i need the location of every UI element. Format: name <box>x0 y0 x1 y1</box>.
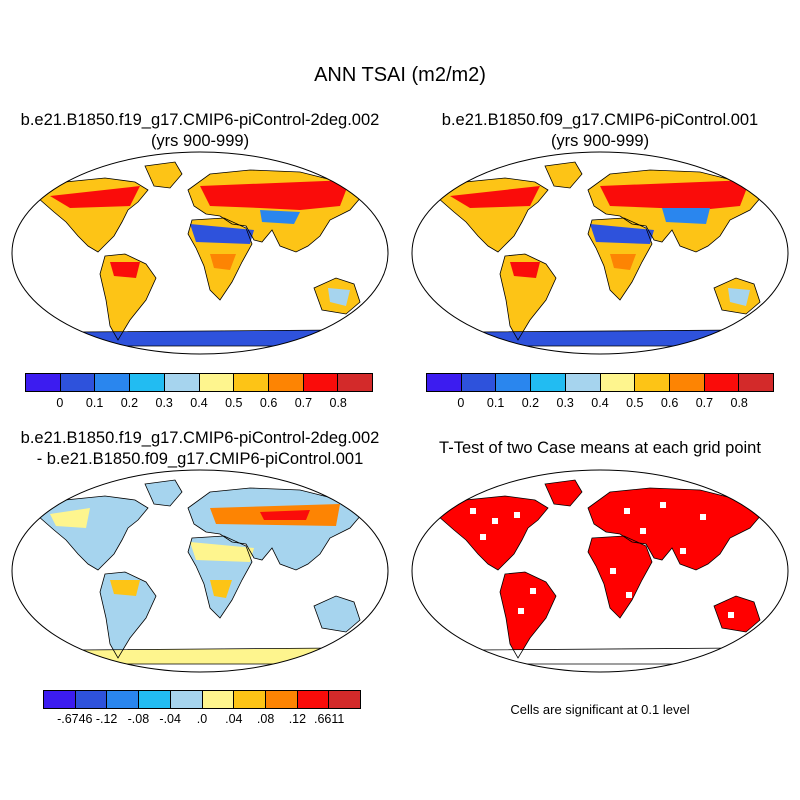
colorbar-box <box>268 374 304 391</box>
colorbar-label: 0.3 <box>155 396 173 410</box>
colorbar-box <box>139 691 171 708</box>
colorbar-box <box>461 374 497 391</box>
colorbar-box <box>739 374 774 391</box>
colorbar-panel1-labels: 0 0.1 0.2 0.3 0.4 0.5 0.6 0.7 0.8 <box>25 396 373 412</box>
colorbar-panel3-labels: -.6746 -.12 -.08 -.04 .0 .04 .08 .12 .6611 <box>43 712 361 728</box>
colorbar-label: 0.6 <box>660 396 679 410</box>
colorbar-label: -.6746 <box>57 712 93 726</box>
colorbar-box <box>531 374 566 391</box>
colorbar-box <box>202 691 235 708</box>
colorbar-box <box>199 374 235 391</box>
panel2-title: b.e21.B1850.f09_g17.CMIP6-piControl.001 … <box>400 110 800 152</box>
panel3-title-line2: - b.e21.B1850.f09_g17.CMIP6-piControl.00… <box>36 450 364 468</box>
colorbar-label: 0.4 <box>591 396 609 410</box>
panel4-title-line1: T-Test of two Case means at each grid po… <box>439 439 761 457</box>
colorbar-label: 0.3 <box>556 396 574 410</box>
colorbar-label: -.12 <box>95 712 118 726</box>
colorbar-label: 0.4 <box>190 396 208 410</box>
colorbar-box <box>107 691 140 708</box>
map-panel2 <box>411 151 789 355</box>
colorbar-box <box>303 374 339 391</box>
colorbar-label: 0.1 <box>486 396 505 410</box>
colorbar-box <box>427 374 462 391</box>
colorbar-box <box>600 374 636 391</box>
colorbar-box <box>60 374 96 391</box>
panel3-title-line1: b.e21.B1850.f19_g17.CMIP6-piControl-2deg… <box>20 429 380 447</box>
colorbar-box <box>297 691 330 708</box>
colorbar-label: .08 <box>256 712 275 726</box>
colorbar-label: -.08 <box>127 712 150 726</box>
colorbar-label: .04 <box>225 712 243 726</box>
panel3-title: b.e21.B1850.f19_g17.CMIP6-piControl-2deg… <box>0 428 400 470</box>
colorbar-box <box>704 374 740 391</box>
colorbar-box <box>565 374 601 391</box>
colorbar-panel2-labels: 0 0.1 0.2 0.3 0.4 0.5 0.6 0.7 0.8 <box>426 396 774 412</box>
colorbar-box <box>164 374 200 391</box>
panel4-title: T-Test of two Case means at each grid po… <box>400 438 800 459</box>
colorbar-box <box>265 691 298 708</box>
map-panel1 <box>11 151 389 355</box>
colorbar-label: .12 <box>288 712 307 726</box>
colorbar-box <box>26 374 61 391</box>
colorbar-box <box>95 374 131 391</box>
colorbar-box <box>496 374 532 391</box>
colorbar-label: 0 <box>457 396 465 410</box>
colorbar-panel1 <box>25 373 373 392</box>
colorbar-box <box>635 374 670 391</box>
panel1-title-line2: (yrs 900-999) <box>150 132 250 150</box>
panel2-title-line1: b.e21.B1850.f09_g17.CMIP6-piControl.001 <box>441 111 759 129</box>
panel1-title-line1: b.e21.B1850.f19_g17.CMIP6-piControl-2deg… <box>20 111 380 129</box>
colorbar-box <box>170 691 203 708</box>
colorbar-label: 0.8 <box>329 396 347 410</box>
colorbar-box <box>234 691 266 708</box>
colorbar-panel3 <box>43 690 361 709</box>
colorbar-label: 0.7 <box>695 396 714 410</box>
colorbar-box <box>234 374 269 391</box>
map-panel4 <box>411 469 789 673</box>
colorbar-box <box>338 374 373 391</box>
colorbar-label: .0 <box>196 712 208 726</box>
map-panel3 <box>11 469 389 673</box>
colorbar-label: 0.2 <box>521 396 540 410</box>
figure-title: ANN TSAI (m2/m2) <box>314 64 486 86</box>
colorbar-label: 0.2 <box>120 396 139 410</box>
colorbar-label: -.04 <box>159 712 181 726</box>
colorbar-panel2 <box>426 373 774 392</box>
colorbar-label: 0.8 <box>730 396 748 410</box>
panel1-title: b.e21.B1850.f19_g17.CMIP6-piControl-2deg… <box>0 110 400 152</box>
colorbar-label: .6611 <box>314 712 345 726</box>
colorbar-box <box>669 374 705 391</box>
colorbar-box <box>75 691 108 708</box>
colorbar-label: 0 <box>56 396 64 410</box>
colorbar-label: 0.6 <box>259 396 278 410</box>
colorbar-box <box>329 691 361 708</box>
colorbar-label: 0.5 <box>626 396 644 410</box>
significance-note: Cells are significant at 0.1 level <box>510 702 690 717</box>
panel2-title-line2: (yrs 900-999) <box>550 132 650 150</box>
colorbar-box <box>44 691 76 708</box>
colorbar-label: 0.1 <box>85 396 104 410</box>
colorbar-label: 0.5 <box>225 396 243 410</box>
colorbar-box <box>130 374 165 391</box>
colorbar-label: 0.7 <box>294 396 313 410</box>
